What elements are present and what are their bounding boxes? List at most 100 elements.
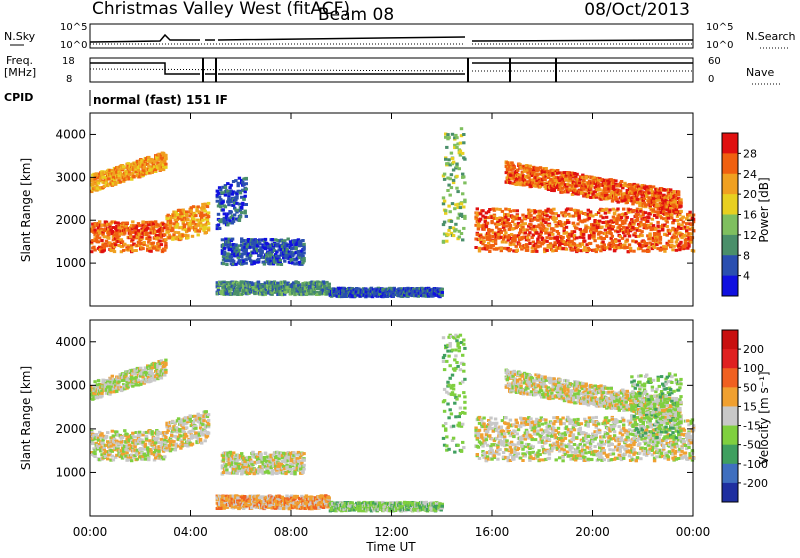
heatmap-cell [576,223,579,226]
heatmap-cell [218,195,221,198]
nave-label: Nave [746,66,774,79]
heatmap-cell [545,236,548,239]
heatmap-cell [302,251,305,254]
heatmap-cell [501,241,504,244]
beam-title: Beam 08 [318,5,394,25]
heatmap-cell [617,201,620,204]
heatmap-cell [486,222,489,225]
heatmap-cell [667,217,670,220]
nsky-tick-bottom: 10^0 [60,40,87,51]
heatmap-cell [566,207,569,210]
heatmap-cell [615,220,618,223]
heatmap-cell [632,250,635,253]
heatmap-cell [688,211,691,214]
heatmap-cell [513,166,516,169]
heatmap-cell [585,177,588,180]
heatmap-cell [450,186,453,189]
heatmap-cell [167,214,170,217]
heatmap-cell [451,133,454,136]
heatmap-cell [516,225,519,228]
heatmap-cell [454,228,457,231]
heatmap-cell [258,242,261,245]
heatmap-cell [613,212,616,215]
heatmap-cell [479,218,482,221]
heatmap-cell [614,179,617,182]
station-title: Christmas Valley West (fitACF) [92,0,350,19]
heatmap-cell [690,232,693,235]
heatmap-cell [672,219,675,222]
heatmap-cell [187,228,190,231]
heatmap-cell [194,214,197,217]
heatmap-cell [446,133,449,136]
heatmap-cell [447,229,450,232]
heatmap-cell [280,263,283,266]
heatmap-cell [605,208,608,211]
heatmap-cell [500,231,503,234]
heatmap-cell [146,227,149,230]
heatmap-cell [478,250,481,253]
heatmap-cell [451,202,454,205]
heatmap-cell [131,220,134,223]
cpid-text: normal (fast) 151 IF [93,93,228,107]
heatmap-cell [589,242,592,245]
heatmap-cell [257,281,260,284]
heatmap-cell [618,239,621,242]
heatmap-cell [207,222,210,225]
heatmap-cell [601,241,604,244]
heatmap-cell [455,163,458,166]
heatmap-cell [645,227,648,230]
heatmap-cell [605,235,608,238]
heatmap-cell [478,247,481,250]
heatmap-cell [260,251,263,254]
heatmap-cell [531,236,534,239]
heatmap-cell [611,235,614,238]
heatmap-cell [666,221,669,224]
heatmap-cell [224,186,227,189]
heatmap-cell [670,240,673,243]
heatmap-cell [682,221,685,224]
heatmap-cell [328,283,331,286]
heatmap-cell [513,238,516,241]
heatmap-cell [244,195,247,198]
heatmap-cell [149,250,152,253]
heatmap-cell [588,217,591,220]
heatmap-cell [276,282,279,285]
heatmap-cell [545,228,548,231]
heatmap-cell [295,246,298,249]
heatmap-cell [244,212,247,215]
heatmap-cell [685,222,688,225]
heatmap-cell [603,243,606,246]
freq-tick-bottom: 8 [66,74,72,85]
heatmap-cell [516,209,519,212]
heatmap-cell [663,250,666,253]
heatmap-cell [231,238,234,241]
heatmap-cell [100,239,103,242]
heatmap-cell [666,225,669,228]
heatmap-cell [186,234,189,237]
heatmap-cell [443,178,446,181]
heatmap-cell [221,200,224,203]
heatmap-cell [164,163,167,166]
heatmap-cell [658,233,661,236]
heatmap-cell [519,230,522,233]
heatmap-cell [583,246,586,249]
heatmap-cell [113,250,116,253]
heatmap-cell [675,249,678,252]
heatmap-cell [239,191,242,194]
heatmap-cell [565,248,568,251]
heatmap-cell [685,229,688,232]
heatmap-cell [549,244,552,247]
heatmap-cell [509,248,512,251]
heatmap-cell [640,234,643,237]
heatmap-cell [568,215,571,218]
heatmap-cell [245,258,248,261]
heatmap-cell [176,223,179,226]
heatmap-cell [445,240,448,243]
heatmap-cell [610,232,613,235]
cpid-label: CPID [4,91,33,104]
heatmap-cell [444,212,447,215]
heatmap-cell [443,200,446,203]
heatmap-cell [443,221,446,224]
heatmap-cell [529,165,532,168]
heatmap-cell [552,208,555,211]
